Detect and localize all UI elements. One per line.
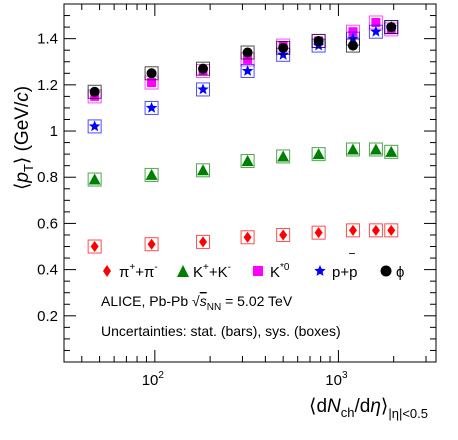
y-tick-label: 0.4 bbox=[37, 262, 58, 279]
marker-diamond bbox=[90, 241, 99, 253]
sys-box bbox=[144, 100, 159, 115]
sys-box bbox=[311, 147, 326, 162]
marker-diamond bbox=[348, 224, 357, 236]
sys-box bbox=[196, 61, 211, 76]
sys-box bbox=[276, 227, 291, 242]
marker-circle bbox=[242, 47, 253, 58]
marker-triangle bbox=[312, 148, 325, 160]
marker-triangle bbox=[88, 173, 101, 185]
legend-marker-pion bbox=[103, 265, 111, 277]
sys-box bbox=[311, 33, 326, 48]
legend-label-proton: p+p‾ bbox=[332, 252, 357, 281]
marker-diamond bbox=[199, 236, 208, 248]
sys-box bbox=[87, 84, 102, 99]
sys-box bbox=[384, 20, 399, 35]
legend-label-pion: π++π- bbox=[119, 262, 158, 281]
marker-diamond bbox=[147, 238, 156, 250]
system-annotation: ALICE, Pb-Pb √sNN = 5.02 TeV bbox=[101, 293, 293, 313]
sys-box bbox=[368, 223, 383, 238]
sys-box bbox=[384, 144, 399, 159]
marker-circle bbox=[278, 42, 289, 53]
sys-box bbox=[240, 63, 255, 78]
marker-triangle bbox=[241, 155, 254, 167]
marker-star bbox=[347, 32, 359, 44]
sys-box bbox=[144, 237, 159, 252]
sys-box bbox=[240, 230, 255, 245]
sys-box bbox=[240, 45, 255, 60]
legend-item-kstar: K*0 bbox=[253, 262, 290, 281]
legend-marker-kstar bbox=[253, 266, 263, 276]
marker-circle bbox=[146, 68, 157, 79]
sys-box bbox=[196, 163, 211, 178]
legend-item-phi: ϕ bbox=[380, 264, 404, 281]
legend-marker-proton bbox=[314, 265, 326, 276]
sys-box bbox=[196, 82, 211, 97]
sys-box bbox=[144, 167, 159, 182]
marker-star bbox=[88, 120, 101, 132]
sys-box bbox=[276, 40, 291, 55]
sys-box bbox=[384, 223, 399, 238]
marker-triangle bbox=[197, 164, 210, 176]
y-tick-label: 0.8 bbox=[37, 169, 58, 186]
y-axis-ticks: 0.2 0.4 0.6 0.8 1 1.2 1.4 bbox=[37, 3, 436, 363]
sys-box bbox=[87, 172, 102, 187]
x-tick-label: 103 bbox=[325, 370, 348, 389]
plot-frame bbox=[63, 3, 437, 363]
sys-box bbox=[196, 234, 211, 249]
marker-star bbox=[145, 101, 158, 113]
sys-box bbox=[368, 24, 383, 39]
legend-label-kstar: K*0 bbox=[270, 262, 290, 281]
marker-square bbox=[371, 17, 381, 27]
x-tick-label: 102 bbox=[142, 370, 165, 389]
marker-circle bbox=[198, 63, 209, 74]
marker-triangle bbox=[346, 143, 359, 155]
marker-star bbox=[241, 65, 254, 76]
marker-diamond bbox=[371, 224, 380, 236]
marker-diamond bbox=[243, 231, 252, 243]
y-tick-label: 1 bbox=[50, 123, 58, 140]
sys-box bbox=[87, 239, 102, 254]
legend-item-proton: p+p‾ bbox=[314, 252, 357, 281]
sys-box bbox=[345, 223, 360, 238]
legend-item-pion: π++π- bbox=[103, 262, 158, 281]
uncertainty-annotation: Uncertainties: stat. (bars), sys. (boxes… bbox=[101, 323, 341, 339]
y-tick-label: 1.4 bbox=[37, 31, 58, 48]
sys-box bbox=[311, 225, 326, 240]
legend: π++π- K++K- K*0 p+p‾ ϕ bbox=[103, 252, 404, 281]
marker-circle bbox=[313, 35, 324, 46]
y-axis-label: ⟨pT⟩ (GeV/c) bbox=[12, 86, 36, 190]
sys-box bbox=[240, 154, 255, 169]
sys-box bbox=[345, 38, 360, 53]
marker-square bbox=[147, 78, 157, 88]
sys-box bbox=[144, 66, 159, 81]
y-tick-label: 0.6 bbox=[37, 215, 58, 232]
legend-item-kaon: K++K- bbox=[177, 262, 231, 281]
sys-box bbox=[276, 149, 291, 164]
marker-diamond bbox=[279, 229, 288, 241]
marker-circle bbox=[347, 40, 358, 51]
sys-box bbox=[368, 142, 383, 157]
sys-box bbox=[87, 119, 102, 134]
marker-circle bbox=[89, 86, 100, 97]
data-marks bbox=[87, 15, 399, 254]
marker-diamond bbox=[314, 227, 323, 239]
marker-triangle bbox=[385, 145, 398, 157]
sys-box bbox=[345, 142, 360, 157]
y-tick-label: 0.2 bbox=[37, 308, 58, 325]
plot-frame-group bbox=[63, 3, 437, 363]
x-axis-label: ⟨dNch/dη⟩|η|<0.5 bbox=[309, 396, 428, 421]
marker-diamond bbox=[387, 224, 396, 236]
legend-marker-kaon bbox=[177, 265, 189, 277]
marker-triangle bbox=[145, 168, 158, 180]
marker-triangle bbox=[277, 150, 290, 162]
y-tick-label: 1.2 bbox=[37, 77, 58, 94]
marker-star bbox=[197, 83, 209, 95]
marker-triangle bbox=[369, 143, 382, 155]
marker-star bbox=[370, 25, 382, 37]
legend-label-kaon: K++K- bbox=[193, 262, 231, 281]
legend-marker-phi bbox=[380, 265, 392, 277]
marker-circle bbox=[386, 22, 397, 33]
legend-label-phi: ϕ bbox=[396, 264, 404, 281]
